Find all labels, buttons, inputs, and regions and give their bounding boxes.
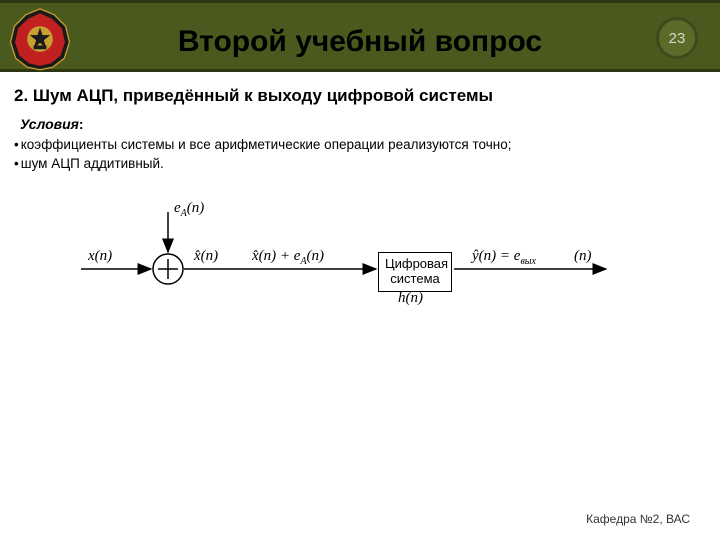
conditions-list: коэффициенты системы и все арифметически… xyxy=(14,136,698,174)
diagram-impulse-label: h(n) xyxy=(398,290,423,307)
conditions-colon: : xyxy=(79,116,84,132)
page-number-badge: 23 xyxy=(656,17,698,59)
diagram-svg xyxy=(76,204,636,324)
signal-diagram: x(n) eА(n) x̂(n) x̂(n) + eА(n) Цифровая … xyxy=(76,204,636,324)
page-number: 23 xyxy=(669,30,686,47)
content-area: 2. Шум АЦП, приведённый к выходу цифрово… xyxy=(0,72,720,324)
diagram-output-expr: ŷ(n) = eвых xyxy=(472,248,536,267)
diagram-sum-expr: x̂(n) + eА(n) xyxy=(252,248,324,267)
header-bar: Второй учебный вопрос 23 xyxy=(0,0,720,72)
section-subtitle: 2. Шум АЦП, приведённый к выходу цифрово… xyxy=(14,86,698,106)
list-item: шум АЦП аддитивный. xyxy=(14,155,698,174)
diagram-output-tail: (n) xyxy=(574,248,592,265)
diagram-xhat-label: x̂(n) xyxy=(194,248,218,265)
emblem-badge xyxy=(8,7,72,71)
list-item: коэффициенты системы и все арифметически… xyxy=(14,136,698,155)
conditions-label: Условия xyxy=(20,116,79,132)
page-title: Второй учебный вопрос xyxy=(0,25,720,59)
conditions-block: Условия: коэффициенты системы и все ариф… xyxy=(14,116,698,174)
footer-text: Кафедра №2, ВАС xyxy=(586,512,690,526)
diagram-input-label: x(n) xyxy=(88,248,112,265)
diagram-system-block: Цифровая система xyxy=(378,252,452,292)
diagram-noise-label: eА(n) xyxy=(174,200,204,219)
